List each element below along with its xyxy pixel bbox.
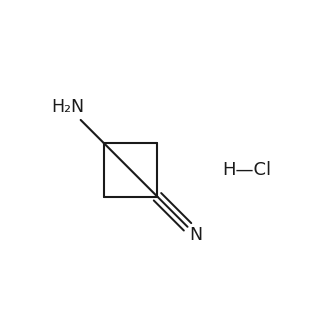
Text: N: N — [189, 226, 202, 244]
Text: H—Cl: H—Cl — [222, 161, 271, 179]
Text: H₂N: H₂N — [51, 98, 84, 116]
